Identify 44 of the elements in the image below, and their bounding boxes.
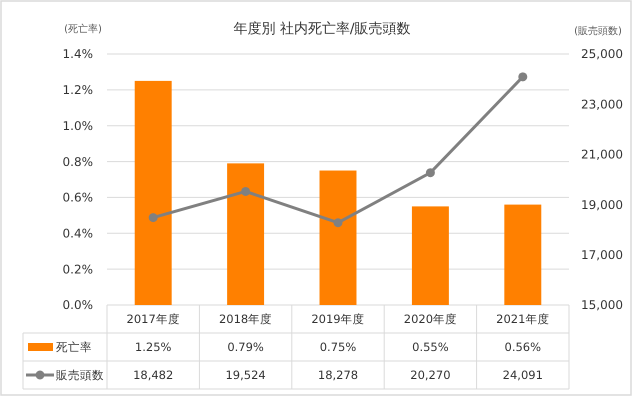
data-label: 0.75% [320, 340, 356, 354]
x-tick-label: 2018年度 [218, 312, 272, 326]
y-tick-label: 0.8% [62, 154, 93, 169]
data-label: 19,524 [225, 368, 266, 382]
y2-tick-label: 15,000 [581, 298, 623, 312]
point [426, 168, 435, 178]
y-tick-label: 0.4% [62, 226, 93, 240]
point [334, 218, 342, 228]
chart-title: 年度別 社内死亡率/販売頭数 [233, 21, 411, 37]
y2-axis-title: (販売頭数) [574, 25, 622, 37]
y-tick-label: 1.2% [62, 83, 93, 98]
data-label: 0.55% [412, 340, 449, 354]
y-tick-label: 0.6% [62, 190, 93, 205]
data-label: 18,278 [318, 368, 358, 382]
y2-tick-label: 21,000 [581, 148, 623, 162]
x-tick-label: 2020年度 [404, 312, 458, 326]
y2-tick-label: 17,000 [581, 248, 623, 262]
data-label: 0.56% [504, 340, 542, 354]
data-label: 20,270 [410, 368, 451, 382]
bar [504, 204, 542, 305]
data-label: 24,091 [502, 368, 543, 382]
y2-tick-label: 19,000 [581, 198, 623, 212]
y-tick-label: 1.0% [62, 118, 93, 133]
bar [134, 80, 172, 305]
x-tick-label: 2019年度 [311, 312, 365, 326]
point [518, 72, 528, 82]
point [241, 186, 250, 196]
legend-label: 死亡率 [56, 340, 92, 354]
point [148, 213, 158, 222]
bar [320, 170, 356, 305]
y2-tick-label: 23,000 [581, 97, 623, 112]
bar [227, 163, 264, 305]
data-label: 18,482 [133, 368, 174, 382]
y2-tick-label: 25,000 [581, 47, 623, 62]
x-tick-label: 2021年度 [496, 312, 550, 326]
y-tick-label: 0.0% [62, 298, 93, 312]
data-label: 1.25% [134, 340, 172, 354]
y-axis-title: (死亡率) [64, 23, 102, 35]
data-label: 0.79% [227, 340, 264, 354]
y-tick-label: 1.4% [62, 47, 93, 62]
bar [412, 206, 449, 305]
x-tick-label: 2017年度 [126, 312, 180, 326]
legend-label: 販売頭数 [56, 368, 104, 382]
y-tick-label: 0.2% [62, 262, 93, 276]
